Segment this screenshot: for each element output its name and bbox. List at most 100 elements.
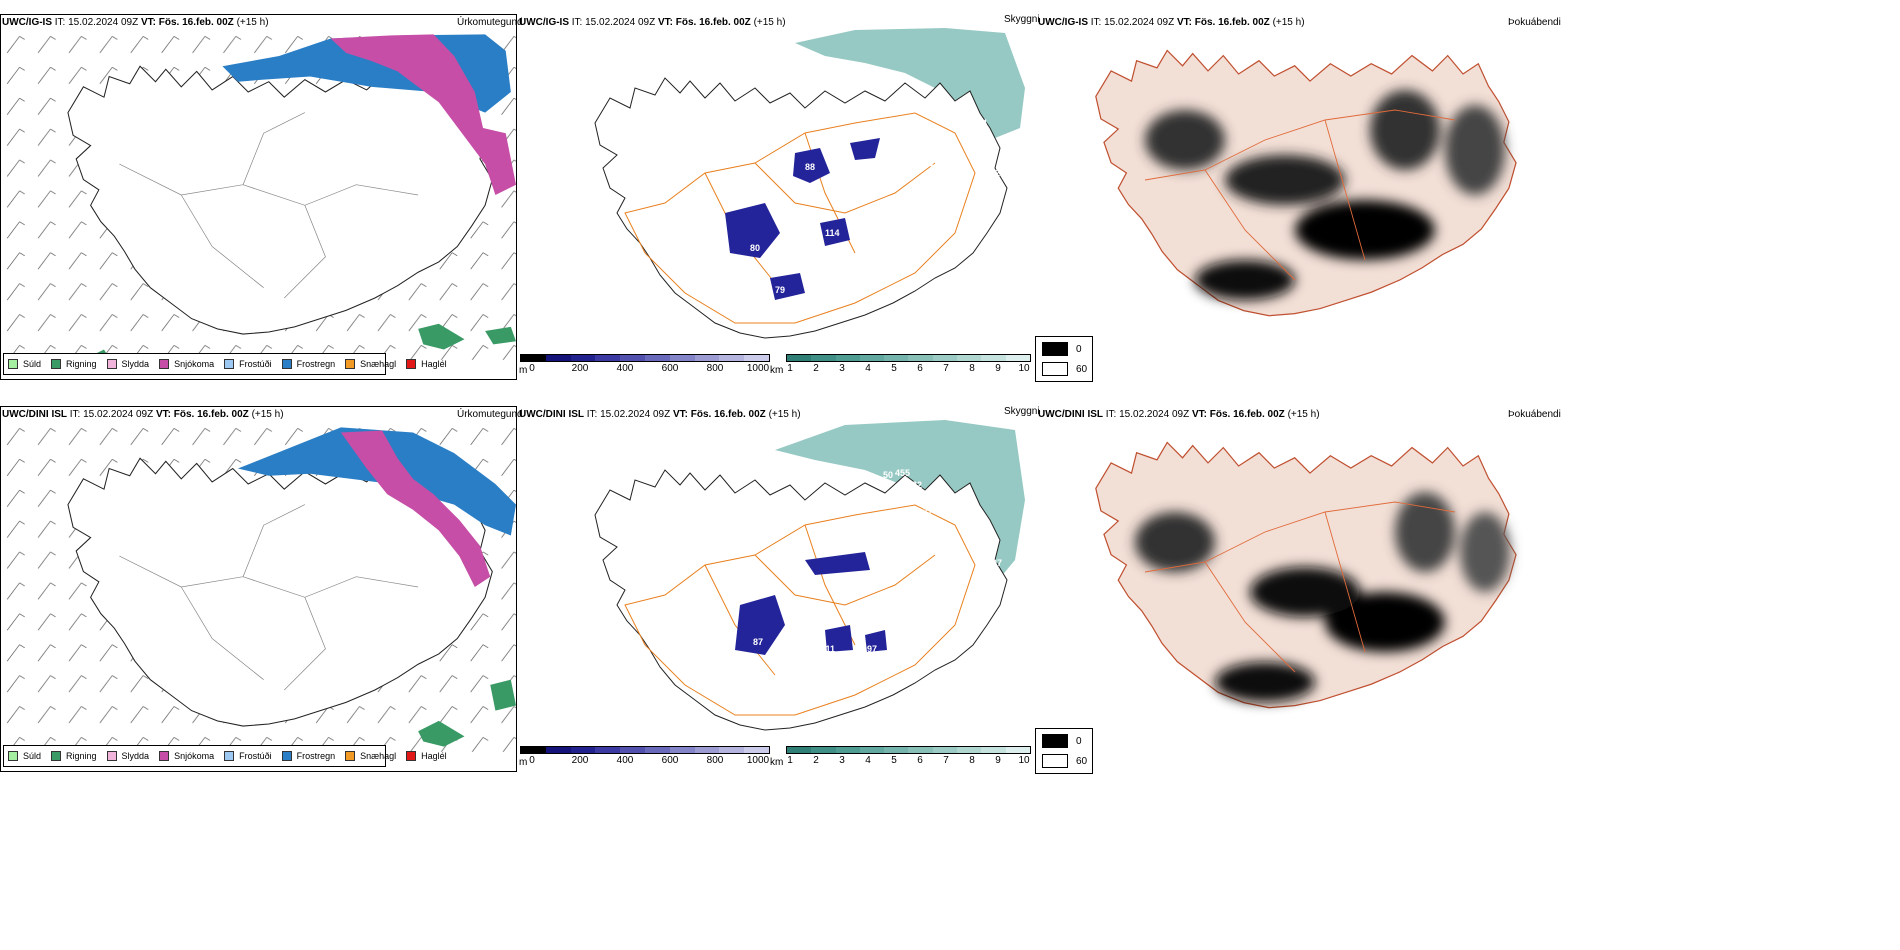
cloud-label: 169 (915, 105, 930, 115)
model-name: UWC/IG-IS (2, 17, 52, 28)
freezing-rain-area (237, 427, 516, 536)
tick-label: 800 (706, 755, 724, 766)
legend-swatch (224, 359, 235, 369)
panel-title-precip-type: Úrkomutegund (457, 409, 523, 420)
tick-label: 1000 (746, 363, 770, 374)
tick-label: 5 (891, 755, 897, 766)
legend-label: Slydda (121, 359, 150, 369)
it-value: 15.02.2024 09Z (68, 17, 139, 28)
road-lines (1144, 501, 1456, 673)
legend-label: Frostregn (296, 359, 336, 369)
tick-label: 10 (1018, 363, 1030, 374)
lead-time: (+15 h) (1287, 409, 1320, 420)
legend-label: Rigning (66, 751, 97, 761)
vt-label: VT: (140, 17, 156, 28)
rain-area (93, 323, 516, 362)
tick-label: 0 (529, 755, 535, 766)
legend-swatch (8, 359, 18, 369)
it-label: IT: (1105, 409, 1117, 420)
fog-legend: 0 60 (1035, 728, 1093, 774)
lead-time: (+15 h) (251, 409, 284, 420)
tick-label: 3 (839, 363, 845, 374)
legend-swatch (281, 751, 292, 761)
vt-label: VT: (657, 17, 673, 28)
row-1: UWC/IG-IS IT: 15.02.2024 09Z VT: Fös. 16… (0, 0, 1900, 470)
cloud-label: 30 (980, 132, 990, 142)
tick-label: 4 (865, 363, 871, 374)
legend-swatch (224, 751, 235, 761)
model-name: UWC/IG-IS (519, 17, 569, 28)
vt-value: Fös. 16.feb. 00Z (1209, 409, 1285, 420)
legend-swatch (159, 751, 170, 761)
tick-label: 400 (616, 755, 634, 766)
tick-label: 2 (813, 755, 819, 766)
colorbar-cells (786, 746, 1031, 754)
cloud-label: 37 (930, 163, 940, 173)
tick-label: 5 (891, 363, 897, 374)
cloud-label: 27 (780, 260, 790, 270)
cloud-label: 426 (885, 70, 900, 80)
panel-header: UWC/IG-IS IT: 15.02.2024 09Z VT: Fös. 16… (519, 17, 786, 29)
precip-type-map (1, 422, 516, 752)
legend-item: Frostregn (281, 359, 336, 369)
road-lines (119, 504, 419, 691)
tick-label: 9 (995, 755, 1001, 766)
panel-title-precip-type: Úrkomutegund (457, 17, 523, 28)
road-lines (1144, 109, 1456, 281)
legend-label: Snjókoma (174, 751, 215, 761)
tick-label: 0 (529, 363, 535, 374)
legend-label: Frostregn (296, 751, 336, 761)
it-value: 15.02.2024 09Z (1119, 409, 1190, 420)
legend-label: Súld (23, 359, 42, 369)
legend-item: Snæhagl (345, 359, 396, 369)
legend-swatch (281, 359, 292, 369)
model-name: UWC/DINI ISL (1038, 409, 1103, 420)
vt-value: Fös. 16.feb. 00Z (173, 409, 249, 420)
vt-value: Fös. 16.feb. 00Z (158, 17, 234, 28)
precip-type-legend: Súld Rigning Slydda Snjókoma Frostúði Fr… (3, 353, 447, 375)
panel-header: UWC/IG-IS IT: 15.02.2024 09Z VT: Fös. 16… (2, 17, 269, 29)
model-name: UWC/DINI ISL (519, 409, 584, 420)
cloud-label: 214 (945, 502, 960, 512)
legend-swatch (345, 751, 356, 761)
legend-label: Haglél (421, 359, 447, 369)
cloud-label-group: 440 50 455 832 522 223 278 214 169 137 3… (753, 467, 1002, 654)
cloud-base-area (725, 138, 880, 300)
cloud-label: 114 (825, 228, 840, 238)
legend-item: Haglél (406, 359, 447, 369)
panel-title-fog: Þokuábendi (1508, 409, 1561, 420)
colorbar-cells (520, 746, 770, 754)
legend-swatch (106, 751, 117, 761)
cloud-base-colorbar: m 0 200 400 600 800 1000 (519, 746, 770, 768)
tick-label: 2 (813, 363, 819, 374)
it-label: IT: (586, 409, 598, 420)
it-value: 15.02.2024 09Z (1104, 17, 1175, 28)
visibility-map: 426 22 169 85 29 73 88 37 194 30 262 80 … (594, 28, 1025, 339)
tick-label: 600 (661, 755, 679, 766)
it-value: 15.02.2024 09Z (600, 409, 671, 420)
tick-label: 4 (865, 755, 871, 766)
cloud-label: 223 (903, 509, 918, 519)
snow-area (330, 34, 516, 195)
legend-swatch (406, 751, 417, 761)
model-name: UWC/IG-IS (1038, 17, 1088, 28)
fog-legend-value: 60 (1076, 755, 1088, 767)
cloud-base-colorbar: m 0 200 400 600 800 1000 (519, 354, 770, 376)
legend-item: Rigning (51, 751, 97, 761)
it-label: IT: (1090, 17, 1102, 28)
tick-label: 7 (943, 363, 949, 374)
cloud-label: 87 (753, 637, 763, 647)
tick-label: 9 (995, 363, 1001, 374)
rain-area (418, 679, 516, 747)
legend-item: Frostregn (281, 751, 336, 761)
legend-swatch (8, 751, 18, 761)
colorbar-cells (786, 354, 1031, 362)
cloud-label: 137 (940, 534, 955, 544)
cloud-label: 111 (821, 644, 835, 654)
colorbar-unit: km (770, 757, 784, 768)
fog-intensity (1135, 492, 1510, 702)
colorbar-ticks: 0 200 400 600 800 1000 (520, 754, 770, 766)
cloud-base-area (735, 552, 887, 655)
colorbar-unit: m (519, 365, 528, 376)
visibility-map: 440 50 455 832 522 223 278 214 169 137 3… (594, 420, 1025, 731)
